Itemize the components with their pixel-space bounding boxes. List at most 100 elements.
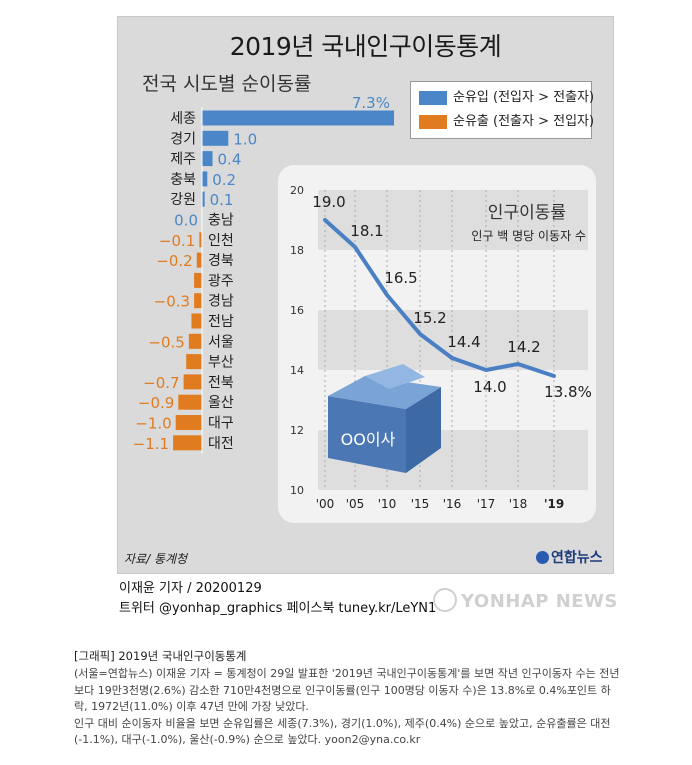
bar-value-label: −0.7	[143, 374, 179, 392]
bar	[191, 313, 202, 329]
bar	[175, 415, 202, 430]
legend-item-inflow: 순유입 (전입자 > 전출자)	[419, 89, 594, 107]
grid-bands	[318, 190, 588, 490]
bar-category-label: 광주	[208, 273, 234, 289]
bar-category-label: 인천	[208, 233, 234, 249]
legend-label-outflow: 순유출 (전출자 > 전입자)	[453, 114, 595, 129]
line-value-label: 13.8%	[544, 383, 592, 401]
bar-category-label: 전남	[208, 314, 234, 330]
watermark-text: YONHAP NEWS	[461, 591, 618, 612]
x-tick-label: '19	[544, 497, 564, 511]
bar-category-label: 제주	[170, 152, 196, 168]
logo-mark-icon	[536, 551, 549, 564]
line-value-label: 14.0	[473, 378, 506, 396]
legend-swatch-inflow	[419, 90, 447, 105]
bar-value-label: −1.1	[133, 435, 169, 453]
caption-title: [그래픽] 2019년 국내인구이동통계	[74, 649, 247, 663]
x-tick-label: '05	[346, 497, 365, 511]
bar-value-label: 0.4	[218, 151, 242, 169]
box-label: OO이사	[341, 430, 396, 449]
y-tick-label: 12	[290, 424, 304, 437]
watermark-ring-icon	[433, 588, 457, 612]
legend-item-outflow: 순유출 (전출자 > 전입자)	[419, 113, 594, 131]
bar-category-label: 경기	[170, 131, 196, 147]
bar	[173, 435, 202, 451]
bar-value-label: 0.0	[174, 212, 198, 230]
bar-value-label: 1.0	[233, 130, 257, 148]
caption-paragraph: (서울=연합뉴스) 이재윤 기자 = 통계청이 29일 발표한 '2019년 국…	[74, 667, 620, 713]
graphic-title: 2019년 국내인구이동통계	[229, 32, 502, 61]
logo-text: 연합뉴스	[551, 550, 603, 566]
y-tick-label: 10	[290, 484, 304, 497]
bar	[199, 232, 202, 248]
line-value-label: 19.0	[312, 193, 345, 211]
caption-body: (서울=연합뉴스) 이재윤 기자 = 통계청이 29일 발표한 '2019년 국…	[74, 666, 622, 749]
bar	[196, 252, 202, 268]
infographic-panel: 2019년 국내인구이동통계 전국 시도별 순이동률 세종 7.3% 경기 1.0 제주…	[117, 16, 614, 574]
line-chart-title: 인구이동률	[488, 203, 566, 223]
author-credit: 이재윤 기자 / 20200129	[119, 581, 262, 596]
bar	[194, 272, 202, 288]
bar	[202, 191, 205, 207]
legend-label-inflow: 순유입 (전입자 > 전출자)	[453, 90, 595, 105]
line-value-label: 14.2	[507, 338, 540, 356]
bar-chart-title: 전국 시도별 순이동률	[142, 73, 312, 95]
bar-category-label: 울산	[208, 395, 234, 411]
box-front	[328, 396, 406, 473]
bar-category-label: 부산	[208, 355, 234, 371]
social-credit: 트위터 @yonhap_graphics 페이스북 tuney.kr/LeYN1	[119, 601, 437, 616]
box-side	[406, 387, 441, 473]
bar	[183, 374, 202, 390]
bar-value-label: −0.9	[138, 394, 174, 412]
bar-category-label: 세종	[170, 111, 196, 127]
bar-value-label: −0.3	[154, 293, 190, 311]
x-tick-label: '00	[316, 497, 335, 511]
bar-category-label: 충남	[208, 213, 234, 229]
grid-band	[318, 190, 588, 250]
yonhap-watermark: YONHAP NEWS	[433, 588, 618, 612]
line-series	[323, 218, 556, 378]
bar-category-label: 경남	[208, 294, 234, 310]
bar-category-label: 충북	[170, 172, 196, 188]
bar	[202, 151, 213, 167]
x-tick-label: '16	[443, 497, 462, 511]
caption-paragraph: 인구 대비 순이동자 비율을 보면 순유입률은 세종(7.3%), 경기(1.0…	[74, 716, 611, 747]
bar-category-label: 대전	[208, 436, 234, 452]
source-note: 자료/ 통계청	[124, 552, 188, 566]
bar	[202, 110, 394, 126]
bar	[186, 354, 202, 370]
bar-category-label: 대구	[208, 416, 234, 432]
box-illustration: OO이사	[328, 364, 441, 473]
chart-canvas: 세종7.3%경기 1.0제주 0.4충북 0.2강원 0.1충남0.0인천−0.1경북−…	[133, 94, 596, 523]
line-value-label: 15.2	[413, 309, 446, 327]
y-tick-label: 14	[290, 364, 304, 377]
bar-value-label: −0.2	[156, 252, 192, 270]
bar	[202, 171, 208, 187]
bar	[178, 394, 202, 410]
legend-swatch-outflow	[419, 114, 447, 129]
bar-value-label: 0.1	[210, 191, 234, 209]
line-chart-subtitle: 인구 백 명당 이동자 수	[471, 229, 586, 243]
x-tick-label: '10	[378, 497, 397, 511]
bar-category-label: 강원	[170, 192, 196, 208]
line-value-label: 18.1	[350, 222, 383, 240]
box-flap	[365, 364, 425, 389]
box-top	[328, 376, 441, 409]
x-tick-label: '15	[411, 497, 430, 511]
y-tick-label: 20	[290, 184, 304, 197]
y-tick-label: 16	[290, 304, 304, 317]
x-tick-label: '18	[509, 497, 528, 511]
bar-category-label: 경북	[208, 253, 234, 269]
bar-value-label: −1.0	[135, 415, 171, 433]
bar	[188, 333, 202, 349]
yonhap-logo: 연합뉴스	[536, 547, 603, 567]
line-value-label: 14.4	[447, 333, 480, 351]
bar-value-label: −0.1	[159, 232, 195, 250]
bar-value-label: −0.5	[148, 333, 184, 351]
bar-category-label: 서울	[208, 334, 234, 350]
line-value-label: 16.5	[384, 269, 417, 287]
bar	[202, 130, 229, 146]
bar-value-label: 0.2	[212, 171, 236, 189]
bar-value-label: 7.3%	[352, 94, 390, 112]
legend: 순유입 (전입자 > 전출자) 순유출 (전출자 > 전입자)	[410, 81, 594, 139]
